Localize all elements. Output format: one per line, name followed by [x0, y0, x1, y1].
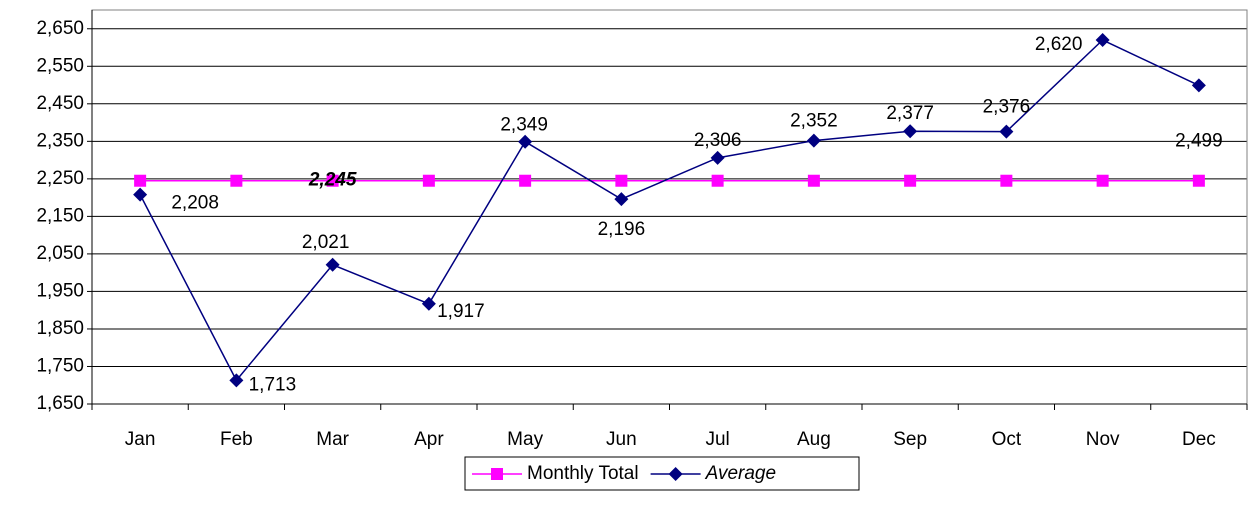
data-point	[614, 192, 629, 207]
data-point	[999, 124, 1014, 139]
data-label: 1,713	[249, 374, 297, 395]
x-tick-label: Mar	[316, 429, 349, 450]
x-tick-label: Nov	[1086, 429, 1120, 450]
x-tick-label: Jun	[606, 429, 637, 450]
data-point	[1192, 174, 1205, 187]
data-point	[133, 187, 148, 202]
y-tick-label: 2,650	[36, 18, 84, 39]
y-tick-label: 2,050	[36, 243, 84, 264]
data-point	[1096, 174, 1109, 187]
data-point	[518, 134, 533, 149]
data-point	[806, 133, 821, 148]
x-tick-label: Jul	[705, 429, 729, 450]
data-label: 2,349	[500, 115, 548, 136]
data-point	[711, 174, 724, 187]
legend-marker	[668, 467, 683, 481]
data-label: 2,620	[1035, 34, 1083, 55]
x-tick-label: Aug	[797, 429, 831, 450]
data-label: 2,245	[308, 170, 357, 191]
y-tick-label: 1,850	[36, 318, 84, 339]
data-label: 2,021	[302, 232, 350, 253]
data-point	[710, 150, 725, 165]
y-tick-label: 1,750	[36, 355, 84, 376]
y-tick-label: 2,150	[36, 205, 84, 226]
data-point	[903, 124, 918, 139]
data-point	[421, 296, 436, 311]
data-point	[519, 174, 532, 187]
data-point	[904, 174, 917, 187]
data-label: 2,196	[598, 219, 646, 240]
data-label: 2,376	[983, 97, 1031, 118]
y-tick-label: 2,350	[36, 130, 84, 151]
x-tick-label: Jan	[125, 429, 156, 450]
data-label: 2,208	[171, 193, 219, 214]
y-tick-label: 2,450	[36, 93, 84, 114]
legend-marker	[491, 468, 503, 480]
data-point	[807, 174, 820, 187]
data-point	[1000, 174, 1013, 187]
y-tick-label: 2,550	[36, 55, 84, 76]
x-tick-label: May	[507, 429, 543, 450]
y-tick-label: 2,250	[36, 168, 84, 189]
data-point	[1095, 33, 1110, 48]
data-point	[1191, 78, 1206, 93]
data-label: 2,377	[886, 103, 934, 124]
y-tick-label: 1,950	[36, 280, 84, 301]
x-tick-label: Feb	[220, 429, 253, 450]
data-label: 2,499	[1175, 130, 1223, 151]
data-point	[422, 174, 435, 187]
data-point	[325, 257, 340, 272]
y-tick-label: 1,650	[36, 393, 84, 414]
x-tick-label: Dec	[1182, 429, 1216, 450]
x-tick-label: Oct	[992, 429, 1022, 450]
data-point	[229, 373, 244, 388]
x-tick-label: Sep	[893, 429, 927, 450]
data-point	[326, 174, 339, 187]
legend-label: Average	[705, 463, 776, 484]
legend-label: Monthly Total	[527, 463, 639, 484]
data-label: 2,306	[694, 130, 742, 151]
data-point	[230, 174, 243, 187]
series-line	[139, 39, 1200, 382]
data-label: 2,352	[790, 111, 838, 132]
data-point	[615, 174, 628, 187]
data-point	[134, 174, 147, 187]
data-label: 1,917	[437, 301, 485, 322]
x-tick-label: Apr	[414, 429, 444, 450]
